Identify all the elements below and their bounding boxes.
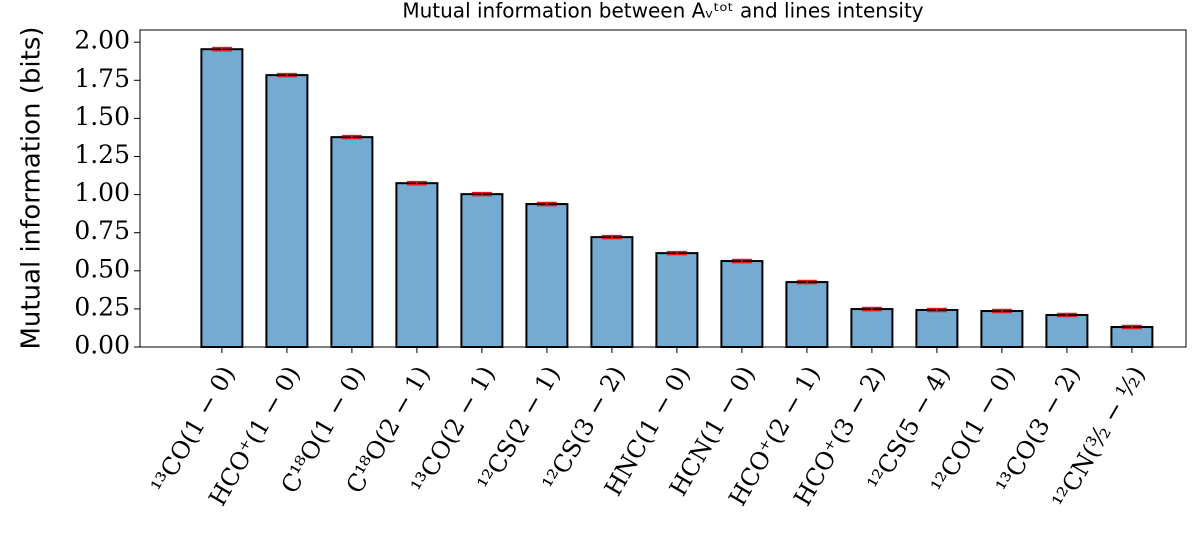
bar (395, 182, 439, 348)
y-tick-label: 1.00 (74, 178, 130, 207)
bar (1045, 313, 1089, 348)
y-tick-label: 1.25 (74, 140, 130, 169)
bar (330, 136, 374, 348)
y-tick-label: 0.25 (74, 292, 130, 321)
bar (1110, 326, 1154, 348)
y-tick-label: 0.75 (74, 216, 130, 245)
y-tick-label: 1.75 (74, 64, 130, 93)
bar (720, 260, 764, 348)
bar (460, 193, 504, 348)
bar (590, 236, 634, 348)
y-tick-label: 0.00 (74, 331, 130, 360)
plot-frame (139, 29, 1187, 348)
y-tick-label: 2.00 (74, 26, 130, 55)
y-axis-label: Mutual information (bits) (17, 26, 47, 349)
bar (915, 308, 959, 348)
y-tick-label: 0.50 (74, 254, 130, 283)
bar (980, 310, 1024, 348)
bar (850, 308, 894, 349)
bar (525, 203, 569, 348)
y-tick-label: 1.50 (74, 102, 130, 131)
bar (785, 281, 829, 348)
bar (200, 48, 244, 349)
bar (655, 252, 699, 348)
bar (265, 74, 309, 348)
chart-title: Mutual information between Aᵥᵗᵒᵗ and lin… (402, 0, 923, 23)
